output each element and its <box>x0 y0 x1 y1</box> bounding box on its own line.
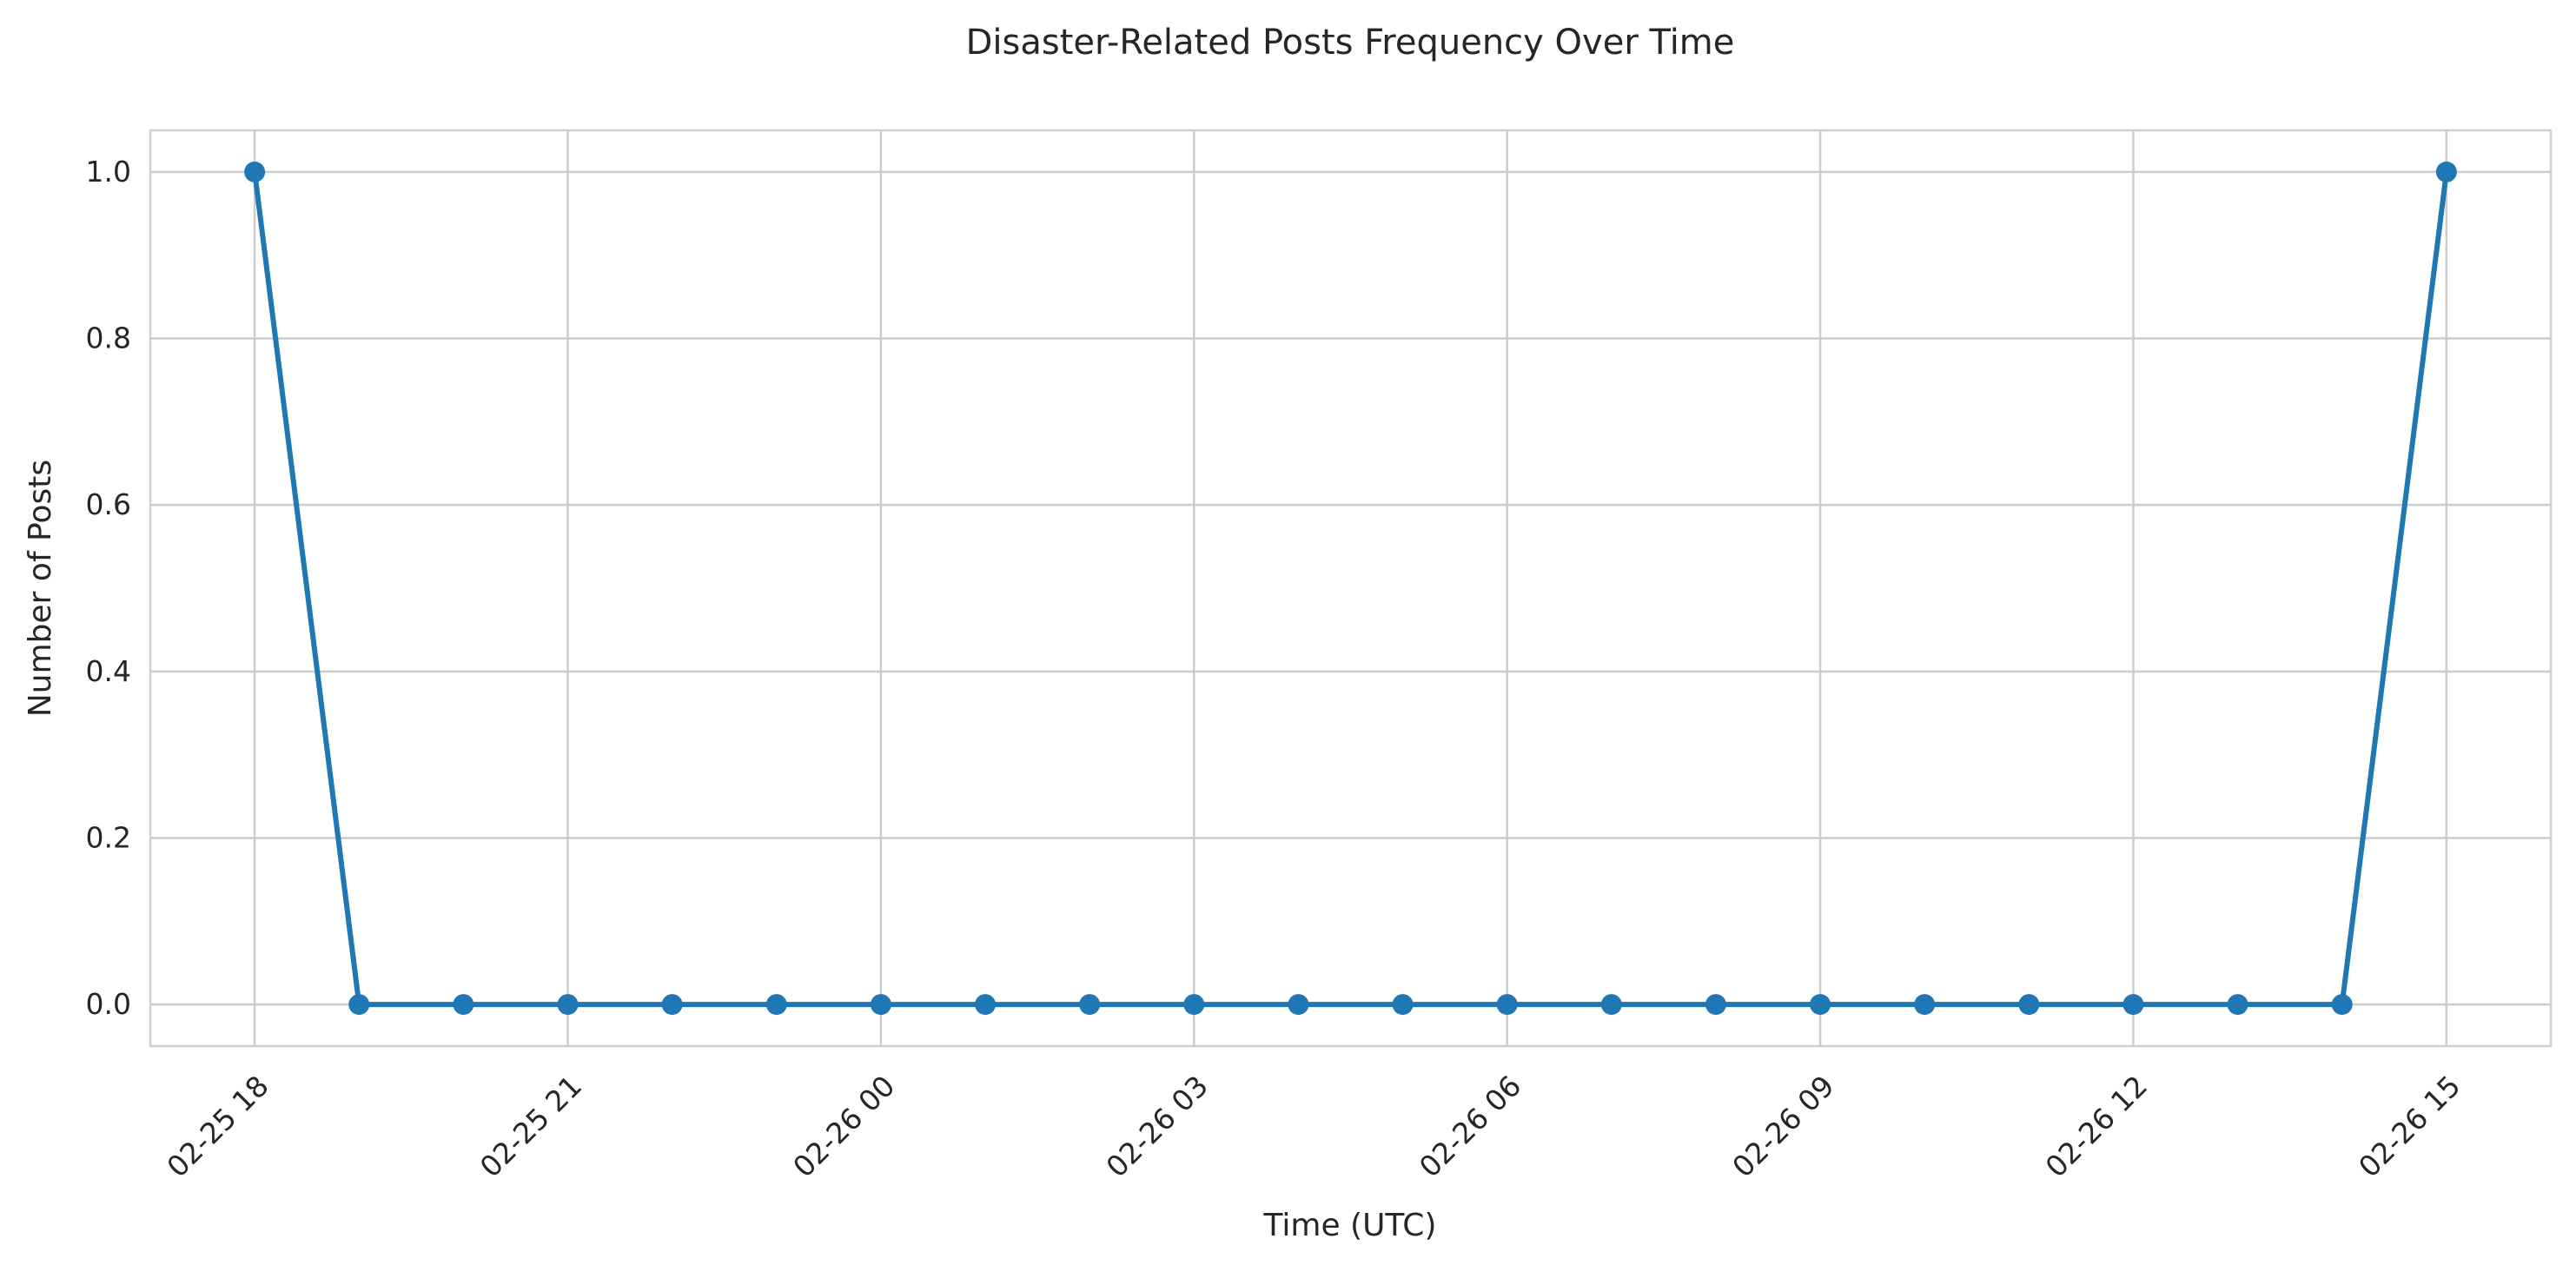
series-layer <box>244 161 2457 1016</box>
data-point <box>1183 994 1205 1016</box>
x-tick-label: 02-26 12 <box>2039 1069 2154 1183</box>
x-tick-label: 02-25 21 <box>473 1069 588 1183</box>
y-tick-label: 0.0 <box>86 987 131 1021</box>
grid-layer <box>150 130 2551 1046</box>
data-point <box>1705 994 1726 1016</box>
data-point <box>557 994 579 1016</box>
chart-title: Disaster-Related Posts Frequency Over Ti… <box>966 23 1735 63</box>
data-point <box>2435 161 2457 182</box>
x-tick-label: 02-26 09 <box>1725 1069 1840 1183</box>
x-tick-label: 02-26 03 <box>1099 1069 1214 1183</box>
y-tick-label: 0.4 <box>86 654 131 688</box>
y-tick-label: 0.6 <box>86 487 131 521</box>
data-point <box>2018 994 2040 1016</box>
series-line <box>252 169 2449 1008</box>
data-point <box>1392 994 1414 1016</box>
data-point <box>1914 994 1936 1016</box>
plot-area <box>149 129 2553 1048</box>
x-axis-label: Time (UTC) <box>1262 1208 1436 1243</box>
data-point <box>1496 994 1518 1016</box>
data-point <box>2122 994 2144 1016</box>
x-tick-label: 02-26 15 <box>2352 1069 2467 1183</box>
data-point <box>2331 994 2353 1016</box>
data-point <box>453 994 474 1016</box>
data-point <box>661 994 683 1016</box>
x-tick-label: 02-26 06 <box>1413 1069 1527 1183</box>
x-tick-label: 02-26 00 <box>786 1069 901 1183</box>
x-tick-label: 02-25 18 <box>160 1069 275 1183</box>
data-point <box>348 994 370 1016</box>
data-point <box>2227 994 2248 1016</box>
data-point <box>1288 994 1309 1016</box>
y-axis-label: Number of Posts <box>23 460 58 717</box>
data-point <box>244 161 266 182</box>
y-tick-label: 0.8 <box>86 321 131 355</box>
y-tick-label: 1.0 <box>86 155 131 189</box>
data-point <box>1600 994 1622 1016</box>
data-point <box>1810 994 1831 1016</box>
data-point <box>870 994 891 1016</box>
y-tick-label: 0.2 <box>86 820 131 854</box>
data-point <box>1079 994 1101 1016</box>
data-point <box>765 994 787 1016</box>
data-point <box>975 994 997 1016</box>
